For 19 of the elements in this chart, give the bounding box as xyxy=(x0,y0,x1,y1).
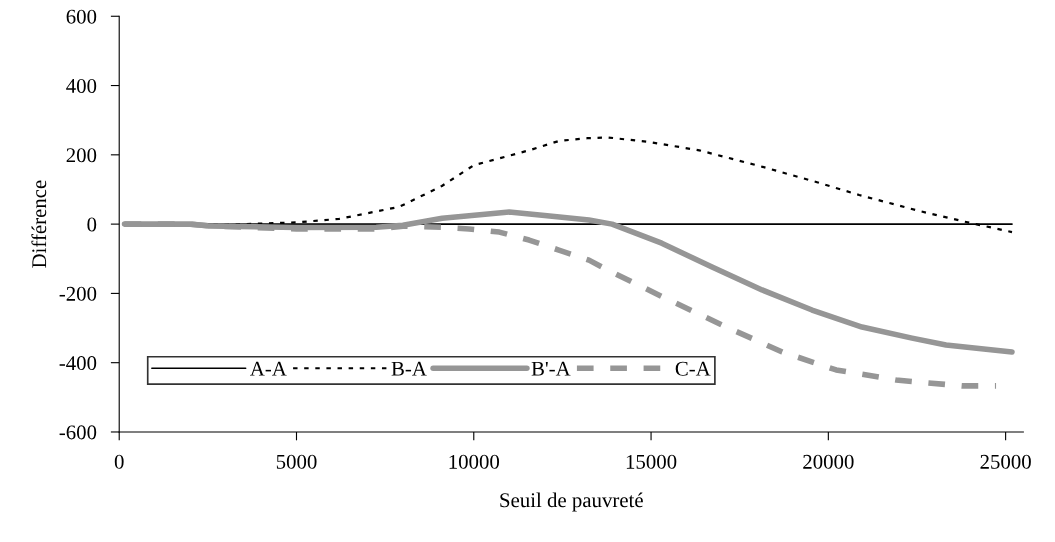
y-tick-label: 600 xyxy=(66,9,97,24)
legend-label: B'-A xyxy=(531,361,571,376)
x-tick-label: 15000 xyxy=(626,454,677,469)
y-tick-label: 0 xyxy=(87,217,97,232)
y-tick-label: -400 xyxy=(59,356,97,371)
y-tick-label: 400 xyxy=(66,78,97,93)
y-axis-title: Différence xyxy=(31,180,47,268)
x-tick-label: 0 xyxy=(114,454,124,469)
x-tick-label: 20000 xyxy=(803,454,854,469)
x-tick-label: 10000 xyxy=(449,454,500,469)
legend-label: B-A xyxy=(391,361,427,376)
x-tick-label: 25000 xyxy=(980,454,1031,469)
y-tick-label: -600 xyxy=(59,425,97,440)
x-axis-title: Seuil de pauvreté xyxy=(500,492,643,512)
y-tick-label: 200 xyxy=(66,148,97,163)
x-tick-label: 5000 xyxy=(276,454,317,469)
y-tick-label: -200 xyxy=(59,286,97,301)
legend-label: C-A xyxy=(675,361,711,376)
legend-label: A-A xyxy=(250,361,287,376)
